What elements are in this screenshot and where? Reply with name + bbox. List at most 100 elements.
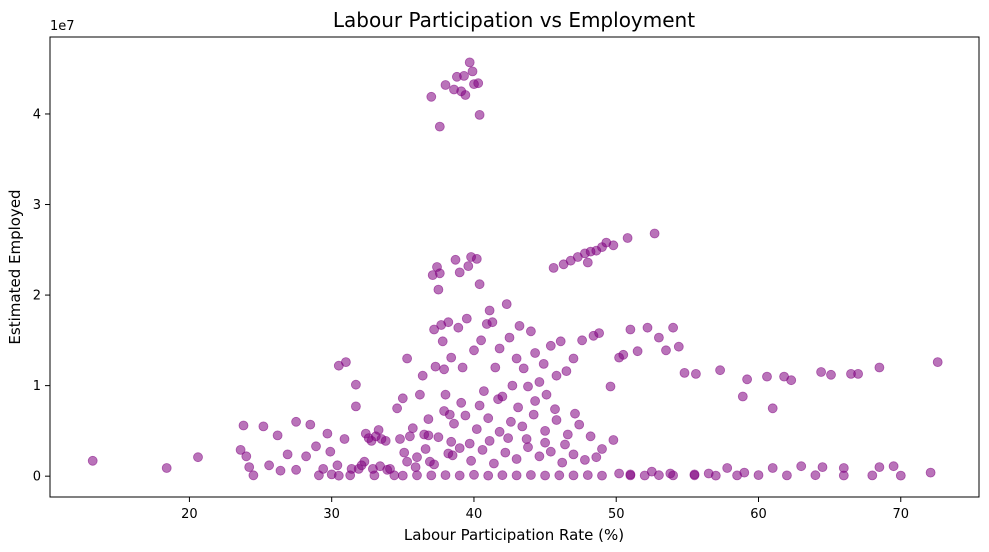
data-point xyxy=(248,470,259,481)
data-point xyxy=(925,467,936,478)
data-point xyxy=(469,345,479,356)
data-point xyxy=(291,416,302,427)
data-point xyxy=(530,396,540,406)
data-point xyxy=(282,449,293,460)
data-point xyxy=(389,470,400,481)
data-point xyxy=(585,431,596,442)
data-point xyxy=(161,463,172,473)
data-point xyxy=(488,458,499,469)
data-point xyxy=(591,452,602,463)
data-point xyxy=(399,447,410,458)
data-point xyxy=(517,421,528,432)
data-point xyxy=(407,423,418,434)
data-point xyxy=(417,370,428,381)
data-point xyxy=(423,414,434,425)
data-point xyxy=(494,426,505,437)
y-tick-label: 3 xyxy=(33,198,41,213)
data-point xyxy=(426,91,437,102)
data-point xyxy=(433,432,444,443)
data-point xyxy=(625,469,636,480)
data-point xyxy=(816,367,826,377)
data-point xyxy=(322,428,333,439)
data-point xyxy=(608,240,619,251)
data-point xyxy=(504,332,515,343)
x-axis-label: Labour Participation Rate (%) xyxy=(404,526,624,544)
data-point xyxy=(679,367,690,378)
data-point xyxy=(514,320,525,331)
data-point xyxy=(87,455,98,466)
data-point xyxy=(545,446,556,457)
data-point xyxy=(311,441,321,452)
data-point xyxy=(235,444,246,455)
data-point xyxy=(582,257,593,268)
data-point xyxy=(460,410,471,421)
data-point xyxy=(457,362,468,373)
data-point xyxy=(454,267,465,278)
data-point xyxy=(767,463,778,473)
data-point xyxy=(430,361,441,372)
data-point xyxy=(580,454,590,465)
data-point xyxy=(453,322,464,333)
data-point xyxy=(649,228,660,239)
data-point xyxy=(668,322,678,333)
data-point xyxy=(426,470,437,481)
data-point xyxy=(333,470,344,481)
data-point xyxy=(538,358,549,369)
data-point xyxy=(625,324,636,335)
data-point xyxy=(350,379,361,390)
data-point xyxy=(412,470,422,481)
data-point xyxy=(466,455,477,466)
x-tick-label: 50 xyxy=(608,507,625,522)
data-point xyxy=(838,463,849,473)
data-point xyxy=(548,262,559,273)
y-offset-text: 1e7 xyxy=(50,19,75,34)
data-point xyxy=(450,254,461,265)
data-point xyxy=(511,454,522,464)
data-point xyxy=(487,317,498,328)
data-point xyxy=(369,470,380,481)
data-point xyxy=(272,430,283,441)
data-point xyxy=(534,451,545,462)
data-point xyxy=(560,439,570,450)
data-point xyxy=(895,470,906,481)
y-tick-label: 1 xyxy=(33,379,41,394)
data-point xyxy=(459,71,469,81)
data-point xyxy=(762,371,772,382)
data-point xyxy=(554,470,565,481)
data-point xyxy=(478,386,489,397)
data-point xyxy=(742,374,752,385)
data-point xyxy=(689,469,700,480)
data-point xyxy=(518,363,529,374)
x-tick-label: 30 xyxy=(323,507,340,522)
data-point xyxy=(477,444,488,455)
data-point xyxy=(339,434,350,444)
data-point xyxy=(473,78,484,89)
data-point xyxy=(550,404,560,415)
data-point xyxy=(540,470,550,481)
data-point xyxy=(359,456,370,467)
data-point xyxy=(574,419,585,430)
data-point xyxy=(568,353,579,364)
data-point xyxy=(874,362,885,373)
data-point xyxy=(318,463,329,474)
y-tick-label: 0 xyxy=(33,470,41,485)
data-point xyxy=(810,470,821,481)
data-point xyxy=(373,425,384,435)
data-point xyxy=(397,470,408,481)
data-point xyxy=(490,362,501,373)
data-point xyxy=(507,380,518,391)
data-point xyxy=(440,470,451,481)
data-point xyxy=(464,438,475,449)
data-point xyxy=(513,402,523,413)
data-point xyxy=(737,391,748,402)
data-point xyxy=(410,462,421,473)
data-point xyxy=(786,375,797,386)
data-point xyxy=(484,435,495,446)
data-point xyxy=(632,346,643,357)
data-point xyxy=(434,121,445,132)
data-point xyxy=(340,357,351,368)
data-point xyxy=(521,434,532,444)
data-point xyxy=(551,415,562,425)
data-point xyxy=(456,397,467,408)
data-point xyxy=(275,465,286,476)
